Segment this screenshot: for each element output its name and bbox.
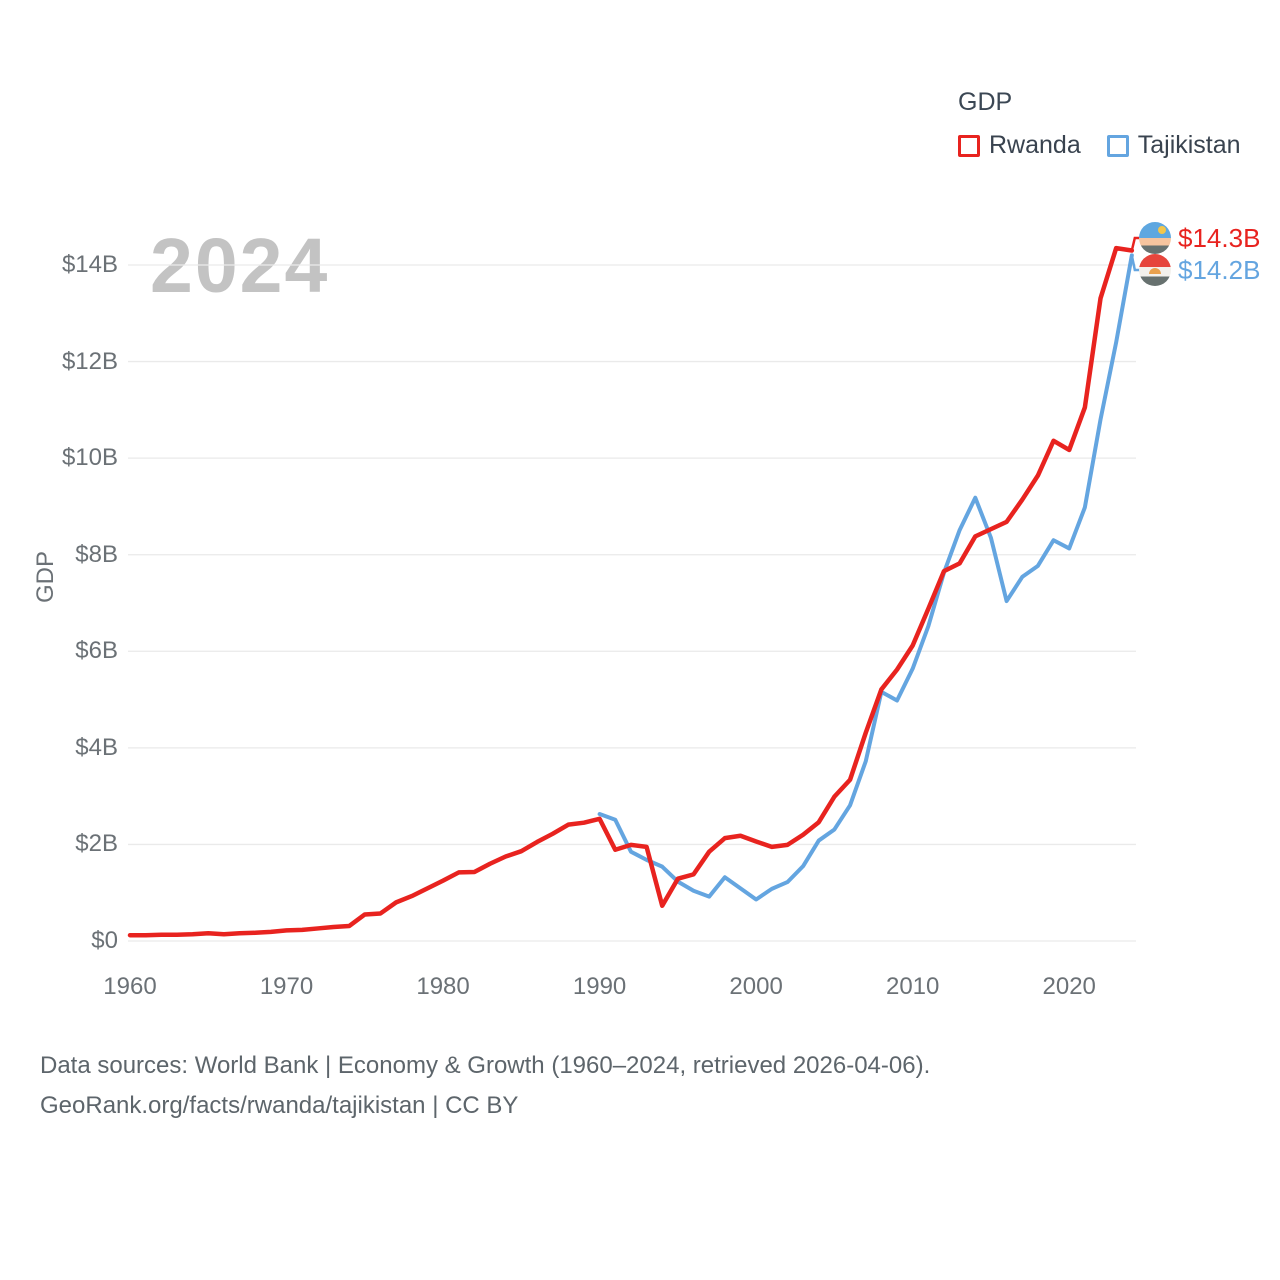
x-tick-label: 1970 [259,973,314,1000]
x-tick-label: 2020 [1042,973,1096,1000]
legend-title: GDP [958,88,1013,116]
tajikistan-flag-crown-icon [1149,268,1161,275]
rwanda-line[interactable] [127,245,1135,938]
y-tick-label: $12B [61,347,118,375]
x-tick-label: 1960 [103,973,157,1000]
tajikistan-line[interactable] [597,253,1134,902]
y-tick-label: $0 [91,927,118,954]
rwanda-end-label: $14.3B [1139,222,1260,254]
rwanda-leader-line [1130,236,1140,251]
watermark-year: 2024 [150,223,330,309]
footer-attribution-link[interactable]: GeoRank.org/facts/rwanda/tajikistan | CC… [40,1092,519,1119]
y-tick-label: $4B [75,733,118,761]
x-tick-label: 2010 [885,973,940,1000]
tajikistan-flag-icon [1139,254,1171,286]
tajikistan-end-value: $14.2B [1178,254,1261,285]
x-tick-label: 1980 [416,973,470,1000]
legend-label-rwanda: Rwanda [989,131,1081,159]
tajikistan-end-label: $14.2B [1139,254,1260,286]
tajikistan-series-swatch-icon [1106,134,1129,157]
y-tick-label: $14B [61,251,118,278]
rwanda-end-value: $14.3B [1178,222,1261,253]
y-tick-label: $10B [61,444,118,472]
y-tick-label: $2B [75,830,118,858]
y-tick-label: $8B [75,540,118,568]
x-tick-label: 1990 [572,973,627,1000]
legend-label-tajikistan: Tajikistan [1137,131,1241,159]
legend-items: Rwanda Tajikistan [958,131,1241,160]
chart-legend: GDP Rwanda Tajikistan [958,88,1241,160]
rwanda-series-swatch-icon [958,134,980,157]
tajikistan-leader-line [1130,255,1140,272]
legend-item-rwanda[interactable]: Rwanda [958,131,1081,160]
legend-item-tajikistan[interactable]: Tajikistan [1106,131,1241,160]
rwanda-flag-icon [1139,222,1171,254]
footer-data-sources: Data sources: World Bank | Economy & Gro… [40,1052,931,1079]
footer: Data sources: World Bank | Economy & Gro… [40,1046,930,1126]
y-tick-label: $6B [75,637,118,665]
rwanda-flag-sun-icon [1158,226,1166,234]
series-end-labels: $14.3B $14.2B [1139,222,1260,286]
x-tick-label: 2000 [729,973,783,1000]
